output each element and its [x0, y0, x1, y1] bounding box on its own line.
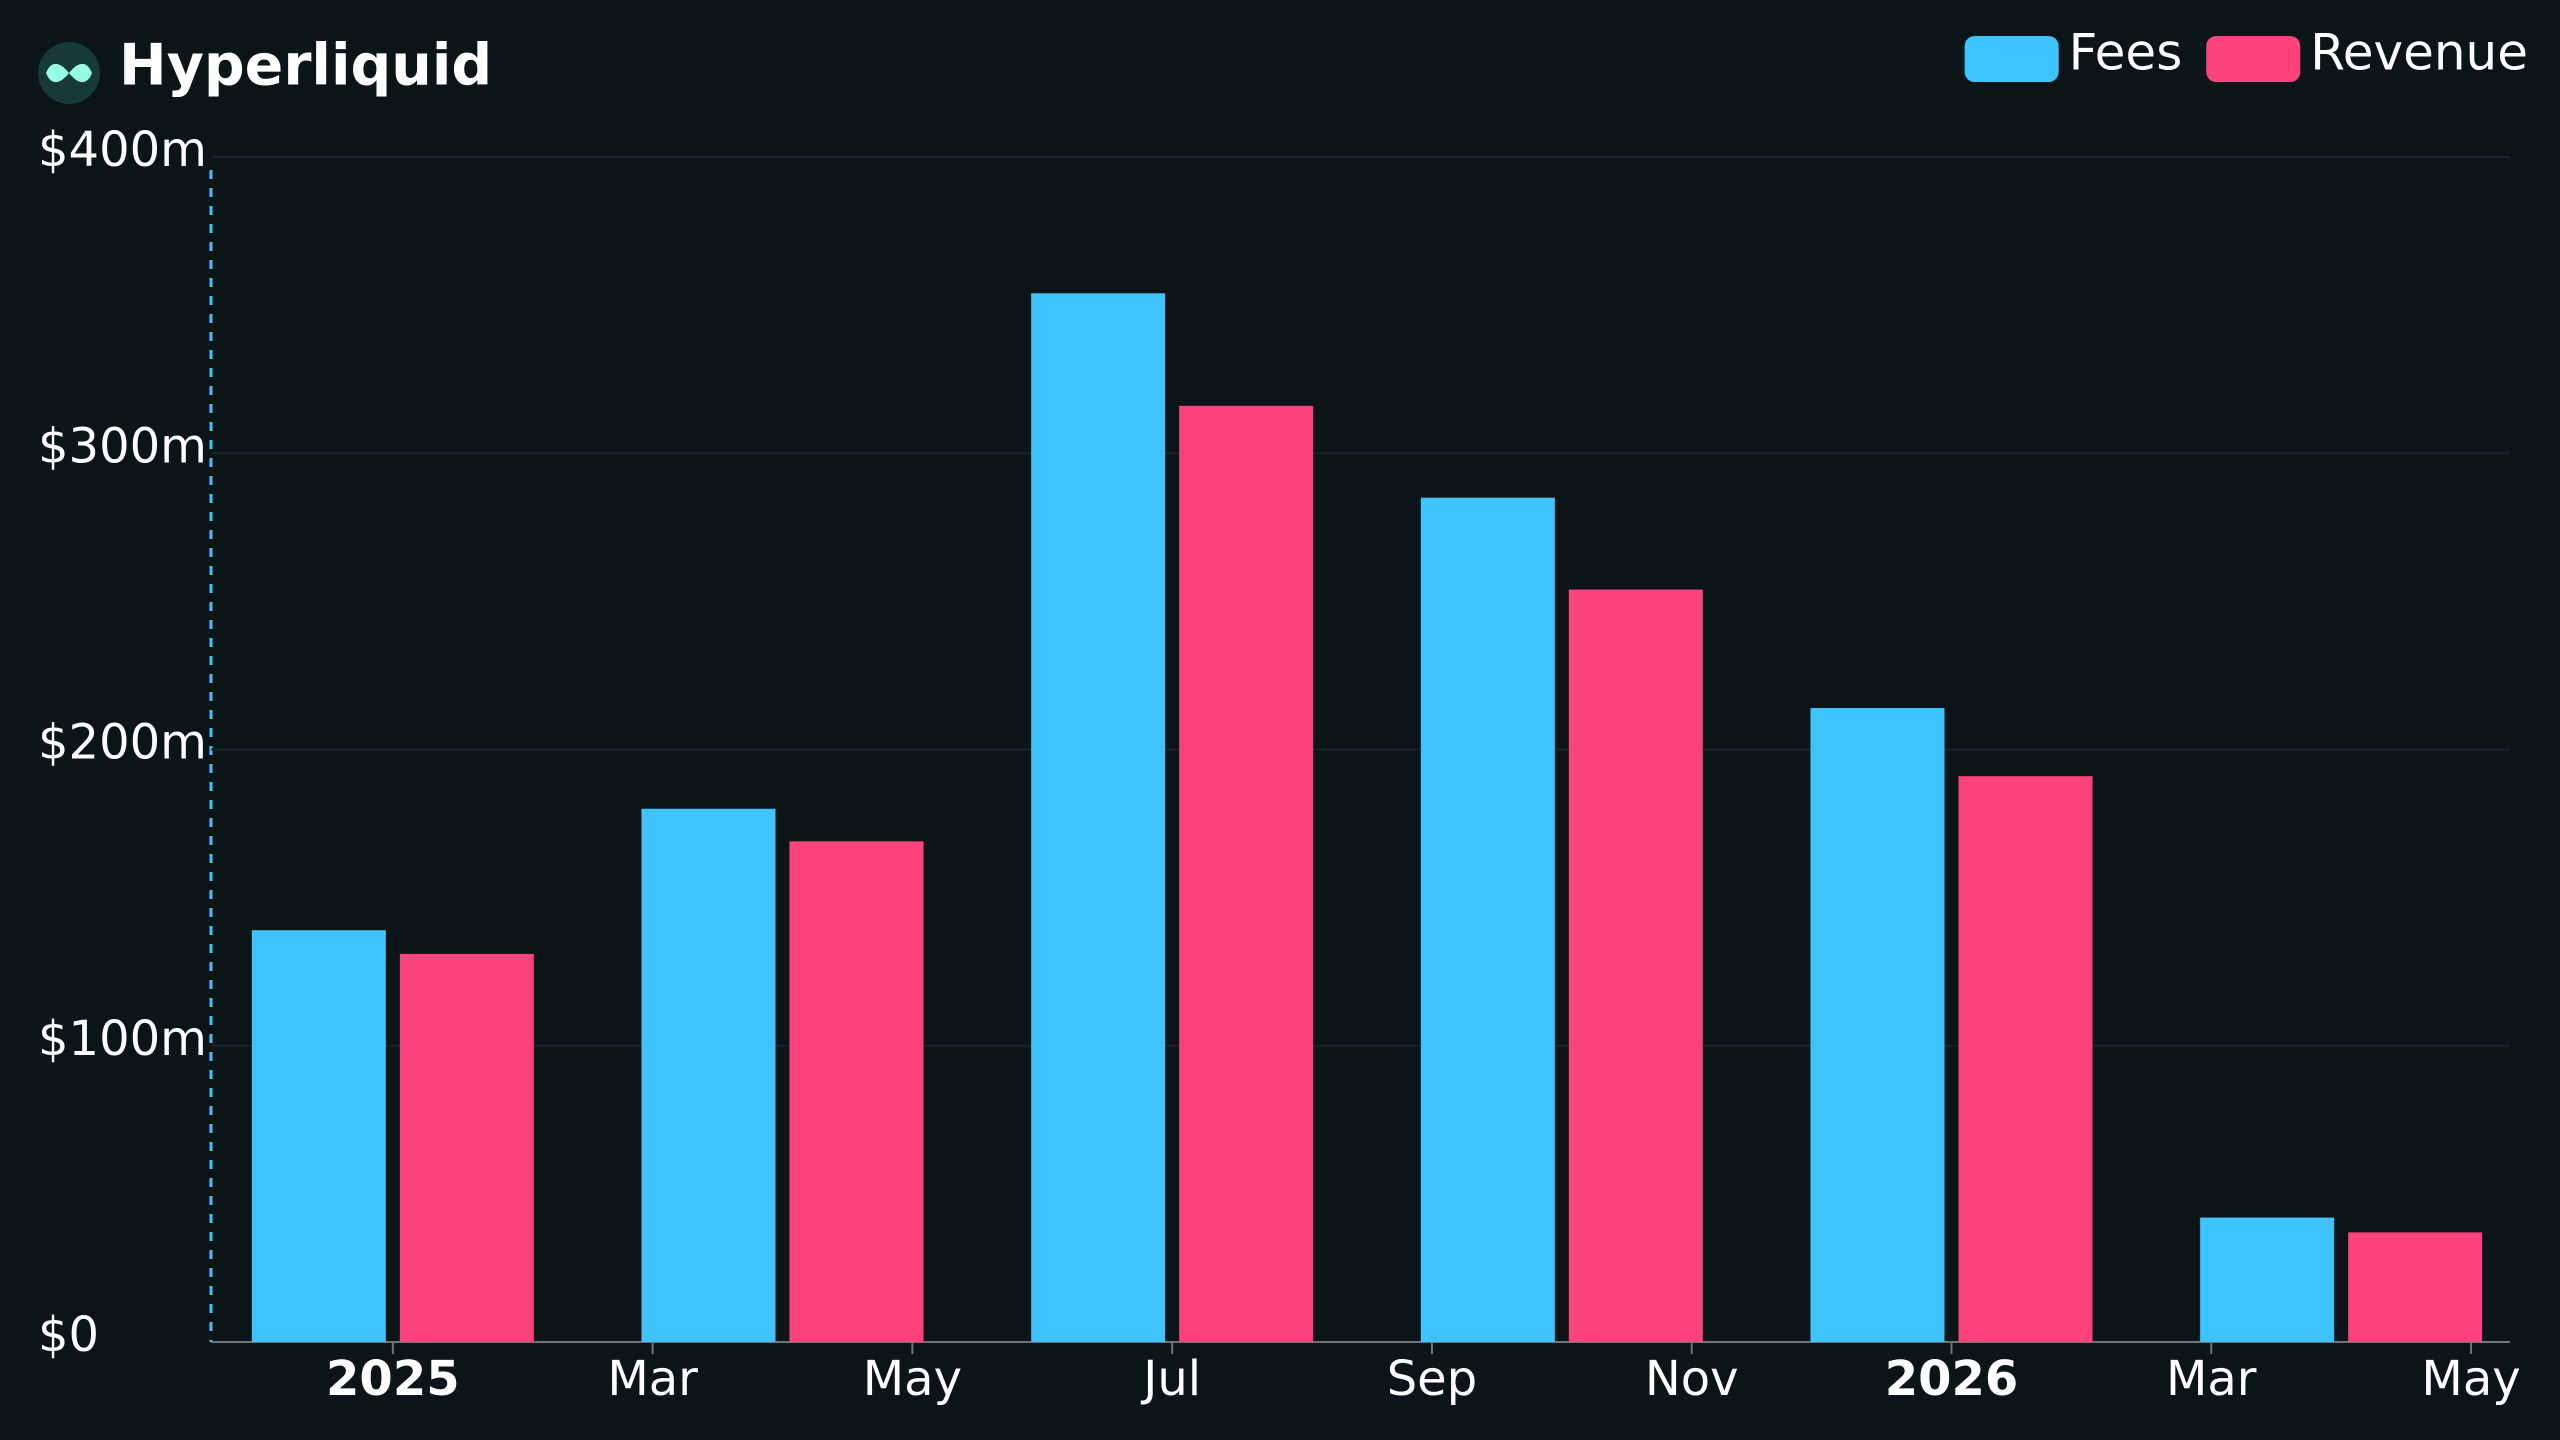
bar [2200, 1217, 2335, 1342]
bar [641, 808, 776, 1342]
bar [1031, 293, 1166, 1342]
y-tick-label: $400m [38, 122, 207, 178]
x-tick-label: Mar [607, 1351, 698, 1407]
x-tick-label: May [863, 1351, 962, 1407]
logo [38, 42, 100, 104]
bar [399, 953, 534, 1342]
legend-swatch [1964, 36, 2059, 82]
x-tick-label: Jul [1140, 1351, 1201, 1407]
legend-label: Fees [2069, 24, 2183, 82]
x-tick-label: May [2421, 1351, 2520, 1407]
x-tick-label: Mar [2166, 1351, 2257, 1407]
y-tick-label: $100m [38, 1011, 207, 1067]
bar [1179, 405, 1314, 1343]
bar [789, 841, 924, 1342]
y-tick-label: $300m [38, 418, 207, 474]
legend-label: Revenue [2310, 24, 2528, 82]
bar [251, 930, 386, 1342]
bar [2348, 1232, 2483, 1342]
bar [1810, 708, 1945, 1342]
y-tick-label: $0 [38, 1307, 99, 1363]
chart-title: Hyperliquid [119, 33, 492, 99]
y-tick-label: $200m [38, 715, 207, 771]
x-tick-label: Sep [1387, 1351, 1477, 1407]
bar [1568, 589, 1703, 1342]
x-tick-label: 2026 [1885, 1351, 2019, 1407]
x-tick-label: Nov [1645, 1351, 1739, 1407]
legend-swatch [2206, 36, 2301, 82]
bar [1958, 776, 2093, 1342]
x-tick-label: 2025 [326, 1351, 460, 1407]
bar [1420, 497, 1555, 1342]
